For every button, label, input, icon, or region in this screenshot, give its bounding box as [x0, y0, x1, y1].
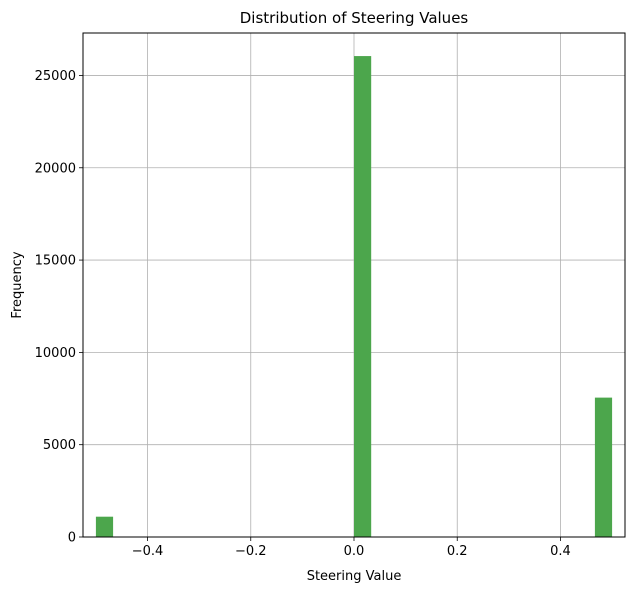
x-axis-label: Steering Value	[307, 569, 402, 584]
x-tick-label: 0.2	[447, 544, 468, 559]
bars-group	[95, 56, 613, 537]
y-tick-label: 5000	[43, 438, 76, 453]
chart-title: Distribution of Steering Values	[240, 9, 469, 27]
histogram-bar	[354, 56, 372, 537]
y-axis-ticks: 0 5000 10000 15000 20000 25000	[35, 69, 83, 546]
y-tick-label: 25000	[35, 69, 76, 84]
y-tick-label: 10000	[35, 346, 76, 361]
y-tick-label: 0	[68, 531, 76, 546]
y-tick-label: 20000	[35, 161, 76, 176]
x-tick-label: 0.4	[550, 544, 571, 559]
x-tick-label: −0.4	[132, 544, 164, 559]
x-axis-ticks: −0.4 −0.2 0.0 0.2 0.4	[132, 537, 571, 559]
y-axis-label: Frequency	[10, 251, 25, 318]
y-tick-label: 15000	[35, 254, 76, 269]
histogram-bar	[594, 397, 613, 537]
x-tick-label: −0.2	[235, 544, 267, 559]
x-tick-label: 0.0	[344, 544, 365, 559]
histogram-bar	[95, 516, 114, 537]
